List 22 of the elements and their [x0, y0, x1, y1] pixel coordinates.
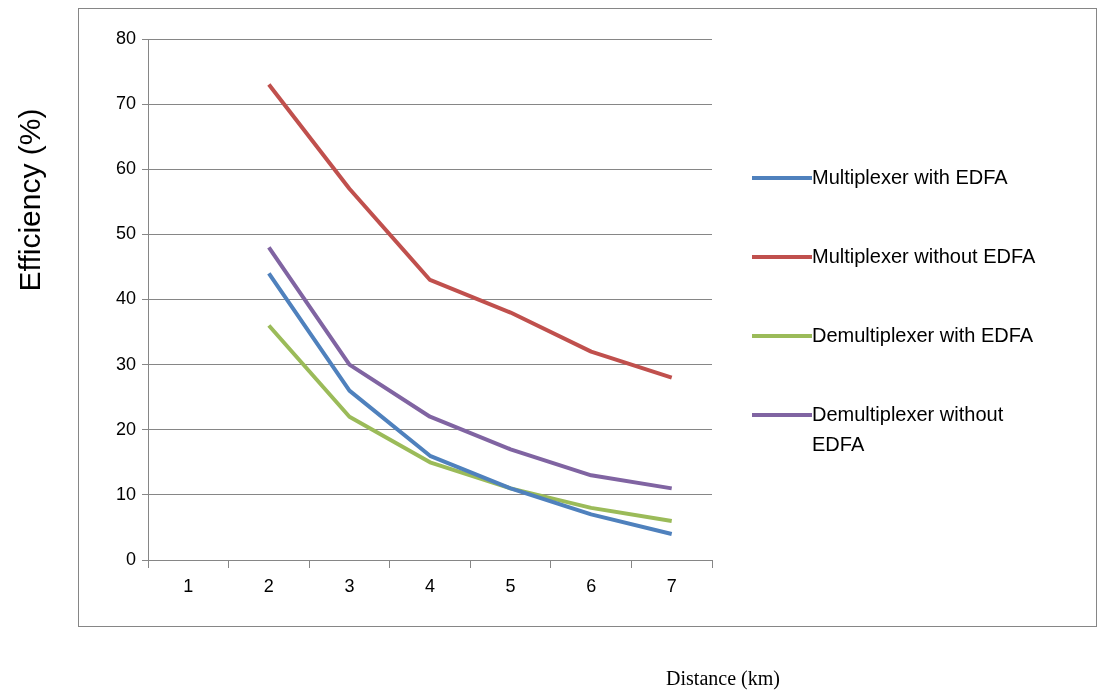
y-tick-label: 10 — [115, 483, 136, 504]
y-axis-title: Efficiency (%) — [13, 108, 47, 292]
x-tick-label: 3 — [344, 575, 355, 596]
x-axis-title: Distance (km) — [666, 667, 780, 690]
legend-label: Demultiplexer with EDFA — [812, 323, 1035, 348]
y-tick-label: 60 — [115, 158, 136, 179]
y-tick-label: 70 — [115, 93, 136, 114]
x-tick-label: 2 — [263, 575, 274, 596]
y-tick-label: 30 — [115, 353, 136, 374]
x-tick-label: 7 — [666, 575, 677, 596]
legend-label: Multiplexer without EDFA — [812, 244, 1037, 269]
y-tick-label: 50 — [115, 223, 136, 244]
legend-label: Multiplexer with EDFA — [812, 165, 1009, 190]
y-tick-label: 0 — [125, 548, 136, 569]
x-tick-label: 6 — [586, 575, 597, 596]
x-tick-label: 1 — [183, 575, 194, 596]
y-tick-label: 40 — [115, 288, 136, 309]
x-tick-label: 4 — [424, 575, 436, 596]
legend-label: Demultiplexer without EDFA — [812, 402, 1005, 457]
y-tick-label: 20 — [115, 418, 136, 439]
x-tick-label: 5 — [505, 575, 516, 596]
y-tick-label: 80 — [115, 27, 136, 48]
